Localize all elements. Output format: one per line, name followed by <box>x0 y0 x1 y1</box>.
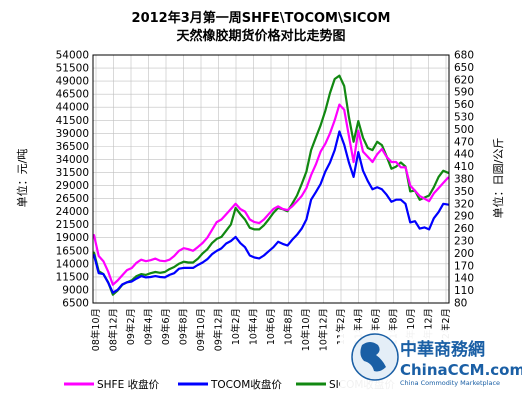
chart-title: 2012年3月第一周SHFE\TOCOM\SICOM <box>132 10 391 26</box>
x-tick-label: 09年10月 <box>195 308 207 351</box>
series-line-SICOM收盘价 <box>92 74 450 296</box>
right-tick-label: 590 <box>454 87 474 99</box>
right-axis-label: 单位：日圆/公斤 <box>491 138 505 219</box>
right-tick-label: 200 <box>454 248 474 260</box>
right-tick-label: 170 <box>454 260 474 272</box>
x-tick-label: 10年2月 <box>230 308 242 345</box>
right-tick-label: 110 <box>454 285 474 297</box>
legend-label-tocom: TOCOM收盘价 <box>210 378 282 391</box>
left-tick-label: 9000 <box>62 284 89 296</box>
left-tick-label: 11500 <box>56 271 89 283</box>
x-tick-label: 09年6月 <box>160 308 172 345</box>
right-tick-label: 680 <box>454 50 474 62</box>
right-tick-label: 380 <box>454 174 474 186</box>
right-tick-label: 320 <box>454 198 474 210</box>
right-tick-label: 530 <box>454 112 474 124</box>
x-tick-label: 10年8月 <box>283 308 295 345</box>
left-tick-label: 34000 <box>56 154 89 166</box>
right-tick-label: 260 <box>454 223 474 235</box>
left-tick-label: 29000 <box>56 180 89 192</box>
x-tick-label: 09年12月 <box>213 308 225 351</box>
legend-label-shfe: SHFE 收盘价 <box>97 378 160 391</box>
left-axis-ticks: 6500 900011500140001650019000215002400026… <box>56 50 89 310</box>
left-tick-label: 46500 <box>56 89 89 101</box>
right-tick-label: 410 <box>454 161 474 173</box>
x-tick-label: 10年4月 <box>248 308 260 345</box>
left-tick-label: 31500 <box>56 167 89 179</box>
right-tick-label: 440 <box>454 149 474 161</box>
right-axis-ticks: 8011014017020023026029032035038041044047… <box>454 50 474 310</box>
left-tick-label: 26500 <box>56 193 89 205</box>
x-tick-label: 10年10月 <box>300 308 312 351</box>
series-line-SHFE-收盘价 <box>92 103 450 286</box>
x-tick-label: 10年6月 <box>265 308 277 345</box>
globe-land-icon <box>360 342 386 372</box>
watermark-name-en: ChinaCCM.com <box>400 361 522 379</box>
left-tick-label: 41500 <box>56 115 89 127</box>
series-layer <box>92 74 450 296</box>
right-tick-label: 80 <box>454 298 467 310</box>
left-tick-label: 14000 <box>56 258 89 270</box>
right-tick-label: 470 <box>454 136 474 148</box>
grid <box>93 54 449 304</box>
right-tick-label: 350 <box>454 186 474 198</box>
watermark-logo: 中華商務網 ChinaCCM.com China Commodity Marke… <box>340 330 522 404</box>
right-tick-label: 230 <box>454 236 474 248</box>
left-tick-label: 39000 <box>56 128 89 140</box>
left-axis-label: 单位：元/吨 <box>15 149 29 208</box>
chart-subtitle: 天然橡胶期货价格对比走势图 <box>176 28 345 44</box>
right-tick-label: 290 <box>454 211 474 223</box>
left-tick-label: 19000 <box>56 232 89 244</box>
x-tick-label: 10年12月 <box>318 308 330 351</box>
right-tick-label: 500 <box>454 124 474 136</box>
watermark-name-cn: 中華商務網 <box>400 339 485 360</box>
right-tick-label: 650 <box>454 62 474 74</box>
right-tick-label: 560 <box>454 99 474 111</box>
left-tick-label: 6500 <box>62 298 89 310</box>
left-tick-label: 51500 <box>56 63 89 75</box>
right-tick-label: 140 <box>454 273 474 285</box>
right-tick-label: 620 <box>454 74 474 86</box>
series-line-TOCOM收盘价 <box>92 130 450 294</box>
x-tick-label: 08年10月 <box>90 308 102 351</box>
left-tick-label: 21500 <box>56 219 89 231</box>
left-tick-label: 49000 <box>56 76 89 88</box>
left-tick-label: 44000 <box>56 102 89 114</box>
left-tick-label: 36500 <box>56 141 89 153</box>
left-tick-label: 16500 <box>56 245 89 257</box>
x-tick-label: 09年8月 <box>178 308 190 345</box>
left-tick-label: 24000 <box>56 206 89 218</box>
x-tick-label: 09年4月 <box>143 308 155 345</box>
x-tick-label: 08年12月 <box>108 308 120 351</box>
x-tick-label: 09年2月 <box>125 308 137 345</box>
plot-area-border <box>92 54 450 304</box>
left-tick-label: 54000 <box>56 50 89 62</box>
watermark-tagline: China Commodity Marketplace <box>400 379 500 387</box>
